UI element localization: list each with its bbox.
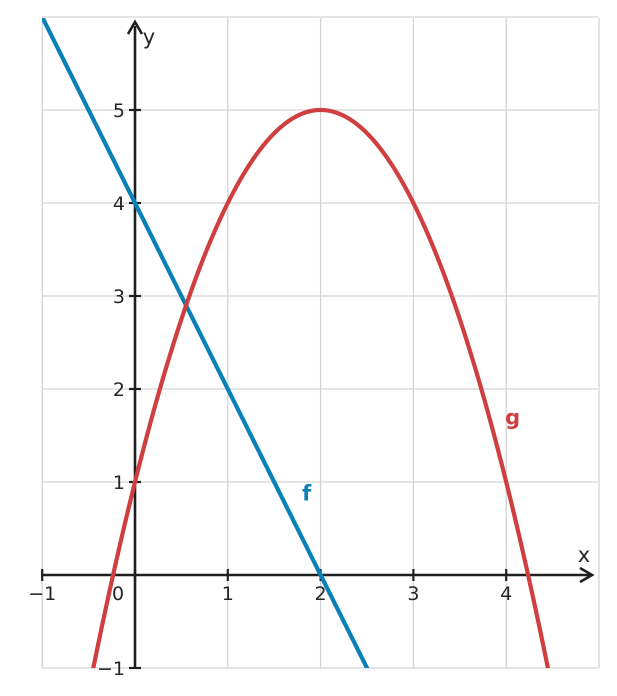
x-tick-label: 3 bbox=[407, 583, 419, 605]
x-tick-label: 0 bbox=[112, 583, 124, 605]
curve-label-f: f bbox=[302, 482, 312, 506]
y-tick-label: 2 bbox=[113, 379, 125, 401]
curve-f bbox=[42, 18, 370, 668]
y-tick-label: 5 bbox=[113, 100, 125, 122]
curve-g bbox=[91, 107, 551, 668]
x-tick-label: 4 bbox=[500, 583, 512, 605]
y-tick-label: −1 bbox=[97, 658, 125, 680]
x-tick-label: −1 bbox=[28, 583, 56, 605]
y-tick-label: 1 bbox=[113, 472, 125, 494]
y-tick-label: 4 bbox=[113, 193, 125, 215]
x-axis-arrowhead bbox=[579, 566, 595, 584]
axes bbox=[42, 19, 595, 668]
y-axis-arrowhead bbox=[126, 19, 144, 35]
y-tick-label: 3 bbox=[113, 286, 125, 308]
x-tick-label: 1 bbox=[222, 583, 234, 605]
curve-labels: fg bbox=[302, 405, 520, 505]
x-tick-label: 2 bbox=[315, 583, 327, 605]
x-axis-label: x bbox=[578, 543, 590, 567]
tick-labels: −1 0 1 2 3 4 −1 1 2 3 4 5 bbox=[28, 100, 512, 680]
y-axis-label: y bbox=[143, 25, 155, 49]
curves bbox=[42, 18, 551, 668]
curve-label-g: g bbox=[505, 405, 520, 429]
